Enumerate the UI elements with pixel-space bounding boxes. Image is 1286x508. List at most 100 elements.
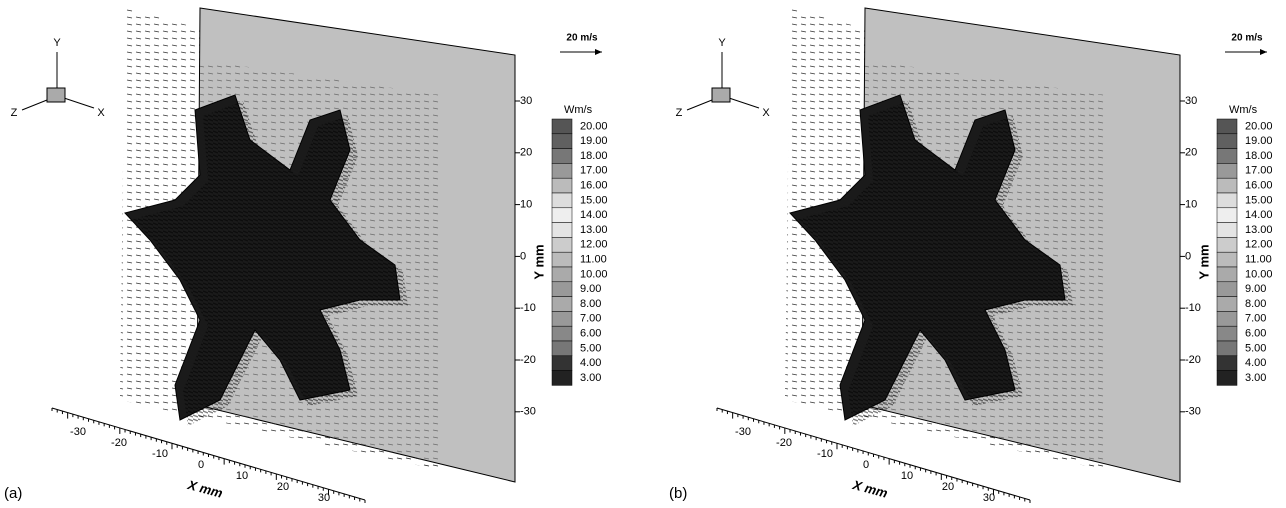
x-tick-label: -30	[735, 426, 751, 438]
legend-label: 7.00	[580, 313, 601, 325]
x-axis-title: X mm	[850, 477, 889, 501]
triad-cube	[712, 88, 730, 102]
legend-label: 20.00	[1245, 120, 1273, 132]
y-tick-label: 20	[520, 147, 532, 159]
legend-label: 4.00	[580, 357, 601, 369]
triad-label: Z	[676, 107, 683, 119]
legend-label: 19.00	[1245, 135, 1273, 147]
legend-label: 6.00	[580, 328, 601, 340]
legend-swatch	[552, 163, 572, 178]
legend-swatch	[552, 297, 572, 312]
legend-swatch	[552, 356, 572, 371]
legend-swatch	[1217, 356, 1237, 371]
legend-swatch	[1217, 178, 1237, 193]
legend-label: 8.00	[1245, 298, 1266, 310]
y-tick-label: 0	[1185, 250, 1191, 262]
x-tick-label: -10	[817, 448, 833, 460]
y-tick-label: 20	[1185, 147, 1197, 159]
legend-label: 12.00	[580, 239, 608, 251]
y-tick-label: -10	[520, 302, 536, 314]
legend-label: 16.00	[1245, 180, 1273, 192]
x-tick-label: -20	[776, 437, 792, 449]
legend-swatch	[552, 193, 572, 208]
legend-label: 13.00	[1245, 224, 1273, 236]
triad-axis	[64, 98, 94, 108]
legend-swatch	[1217, 267, 1237, 282]
legend-label: 11.00	[1245, 254, 1272, 266]
legend-label: 18.00	[580, 150, 608, 162]
legend-swatch	[1217, 208, 1237, 223]
legend-swatch	[552, 341, 572, 356]
x-axis-title: X mm	[185, 477, 224, 501]
legend-label: 20.00	[580, 120, 608, 132]
legend-swatch	[552, 282, 572, 297]
triad-label: Z	[11, 107, 18, 119]
y-tick-label: -20	[1185, 354, 1201, 366]
legend-swatch	[552, 223, 572, 238]
legend-label: 5.00	[580, 342, 601, 354]
x-tick-label: 20	[942, 481, 954, 493]
legend-swatch	[1217, 223, 1237, 238]
legend-swatch	[552, 134, 572, 149]
legend-swatch	[552, 119, 572, 134]
triad-label: Y	[53, 37, 61, 49]
y-tick-label: 10	[1185, 199, 1197, 211]
legend-swatch	[552, 208, 572, 223]
figure: YZX20 m/s3020100-10-20-30Y mm-30-20-1001…	[0, 0, 1286, 508]
x-tick-label: 20	[277, 481, 289, 493]
y-tick-label: 0	[520, 250, 526, 262]
reference-vector-head	[595, 49, 602, 55]
legend-label: 17.00	[580, 165, 608, 177]
legend-title: Wm/s	[1229, 104, 1258, 116]
reference-vector-label: 20 m/s	[1231, 33, 1263, 44]
legend-swatch	[552, 178, 572, 193]
y-axis-title: Y mm	[1196, 244, 1211, 279]
y-tick-label: 10	[520, 199, 532, 211]
legend-label: 12.00	[1245, 239, 1273, 251]
legend-label: 7.00	[1245, 313, 1266, 325]
legend-label: 9.00	[1245, 283, 1266, 295]
legend-label: 15.00	[580, 194, 608, 206]
legend-label: 6.00	[1245, 328, 1266, 340]
legend-label: 13.00	[580, 224, 608, 236]
triad-axis	[729, 98, 759, 108]
x-tick-label: 30	[318, 492, 330, 504]
legend-label: 15.00	[1245, 194, 1273, 206]
x-tick-label: 0	[198, 459, 204, 471]
legend-swatch	[552, 371, 572, 386]
legend-swatch	[1217, 341, 1237, 356]
y-axis-title: Y mm	[531, 244, 546, 279]
x-tick-label: 10	[236, 470, 248, 482]
legend-label: 10.00	[580, 268, 608, 280]
legend-swatch	[1217, 119, 1237, 134]
legend-swatch	[1217, 371, 1237, 386]
legend-swatch	[552, 326, 572, 341]
legend-swatch	[552, 149, 572, 164]
legend-swatch	[552, 237, 572, 252]
legend-swatch	[552, 311, 572, 326]
legend-swatch	[552, 252, 572, 267]
legend-swatch	[1217, 134, 1237, 149]
y-tick-label: -30	[520, 406, 536, 418]
legend-label: 3.00	[1245, 372, 1266, 384]
y-tick-label: -20	[520, 354, 536, 366]
legend-swatch	[1217, 252, 1237, 267]
legend-label: 19.00	[580, 135, 608, 147]
triad-label: Y	[718, 37, 726, 49]
reference-vector-label: 20 m/s	[566, 33, 598, 44]
legend-label: 4.00	[1245, 357, 1266, 369]
legend-swatch	[1217, 163, 1237, 178]
legend-label: 14.00	[1245, 209, 1273, 221]
legend-label: 18.00	[1245, 150, 1273, 162]
legend-swatch	[1217, 326, 1237, 341]
legend-label: 14.00	[580, 209, 608, 221]
legend-label: 17.00	[1245, 165, 1273, 177]
legend-label: 8.00	[580, 298, 601, 310]
legend-swatch	[1217, 193, 1237, 208]
legend-label: 5.00	[1245, 342, 1266, 354]
legend-swatch	[1217, 237, 1237, 252]
legend-swatch	[1217, 311, 1237, 326]
x-tick-label: -20	[111, 437, 127, 449]
legend-label: 11.00	[580, 254, 607, 266]
